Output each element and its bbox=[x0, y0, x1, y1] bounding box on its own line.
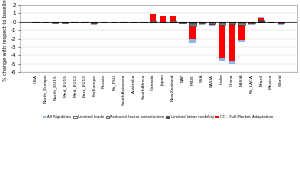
Bar bbox=[150, 21, 156, 22]
Bar bbox=[258, 21, 264, 22]
Bar bbox=[199, 22, 206, 24]
Bar bbox=[199, 22, 206, 25]
Bar bbox=[179, 22, 186, 23]
Bar bbox=[258, 19, 264, 22]
Bar bbox=[258, 21, 264, 22]
Bar bbox=[91, 22, 98, 25]
Bar bbox=[219, 22, 225, 23]
Bar bbox=[268, 22, 274, 23]
Bar bbox=[61, 22, 68, 23]
Bar bbox=[258, 20, 264, 22]
Bar bbox=[268, 22, 274, 23]
Bar bbox=[209, 22, 215, 26]
Bar bbox=[169, 21, 176, 22]
Bar bbox=[160, 16, 166, 22]
Bar bbox=[189, 22, 196, 39]
Bar bbox=[189, 22, 196, 26]
Bar bbox=[199, 22, 206, 23]
Bar bbox=[52, 22, 58, 23]
Bar bbox=[278, 22, 284, 23]
Bar bbox=[81, 22, 88, 23]
Bar bbox=[229, 22, 235, 23]
Bar bbox=[278, 22, 284, 24]
Bar bbox=[238, 22, 245, 42]
Bar bbox=[219, 22, 225, 61]
Bar bbox=[238, 22, 245, 23]
Bar bbox=[248, 22, 254, 25]
Bar bbox=[229, 22, 235, 24]
Bar bbox=[150, 15, 156, 22]
Bar bbox=[169, 16, 176, 22]
Bar bbox=[278, 22, 284, 25]
Legend: All Rigidities, Limited trade, Reduced factor substitution, Limited labor mobili: All Rigidities, Limited trade, Reduced f… bbox=[41, 114, 275, 121]
Bar bbox=[81, 22, 88, 23]
Bar bbox=[209, 22, 215, 24]
Bar bbox=[238, 22, 245, 40]
Bar bbox=[248, 22, 254, 24]
Bar bbox=[209, 22, 215, 25]
Bar bbox=[71, 22, 78, 23]
Bar bbox=[258, 17, 264, 22]
Bar bbox=[91, 22, 98, 23]
Bar bbox=[61, 22, 68, 23]
Y-axis label: % change with respect to baseline: % change with respect to baseline bbox=[3, 0, 8, 81]
Bar bbox=[91, 22, 98, 24]
Bar bbox=[229, 22, 235, 61]
Bar bbox=[219, 22, 225, 58]
Bar bbox=[179, 22, 186, 24]
Bar bbox=[209, 22, 215, 23]
Bar bbox=[179, 22, 186, 23]
Bar bbox=[189, 22, 196, 43]
Bar bbox=[71, 22, 78, 23]
Bar bbox=[61, 22, 68, 23]
Bar bbox=[150, 21, 156, 22]
Bar bbox=[238, 22, 245, 25]
Bar bbox=[219, 22, 225, 25]
Bar bbox=[248, 22, 254, 23]
Bar bbox=[189, 22, 196, 24]
Bar bbox=[169, 21, 176, 22]
Bar bbox=[52, 22, 58, 23]
Bar bbox=[52, 22, 58, 23]
Bar bbox=[189, 22, 196, 23]
Bar bbox=[229, 22, 235, 64]
